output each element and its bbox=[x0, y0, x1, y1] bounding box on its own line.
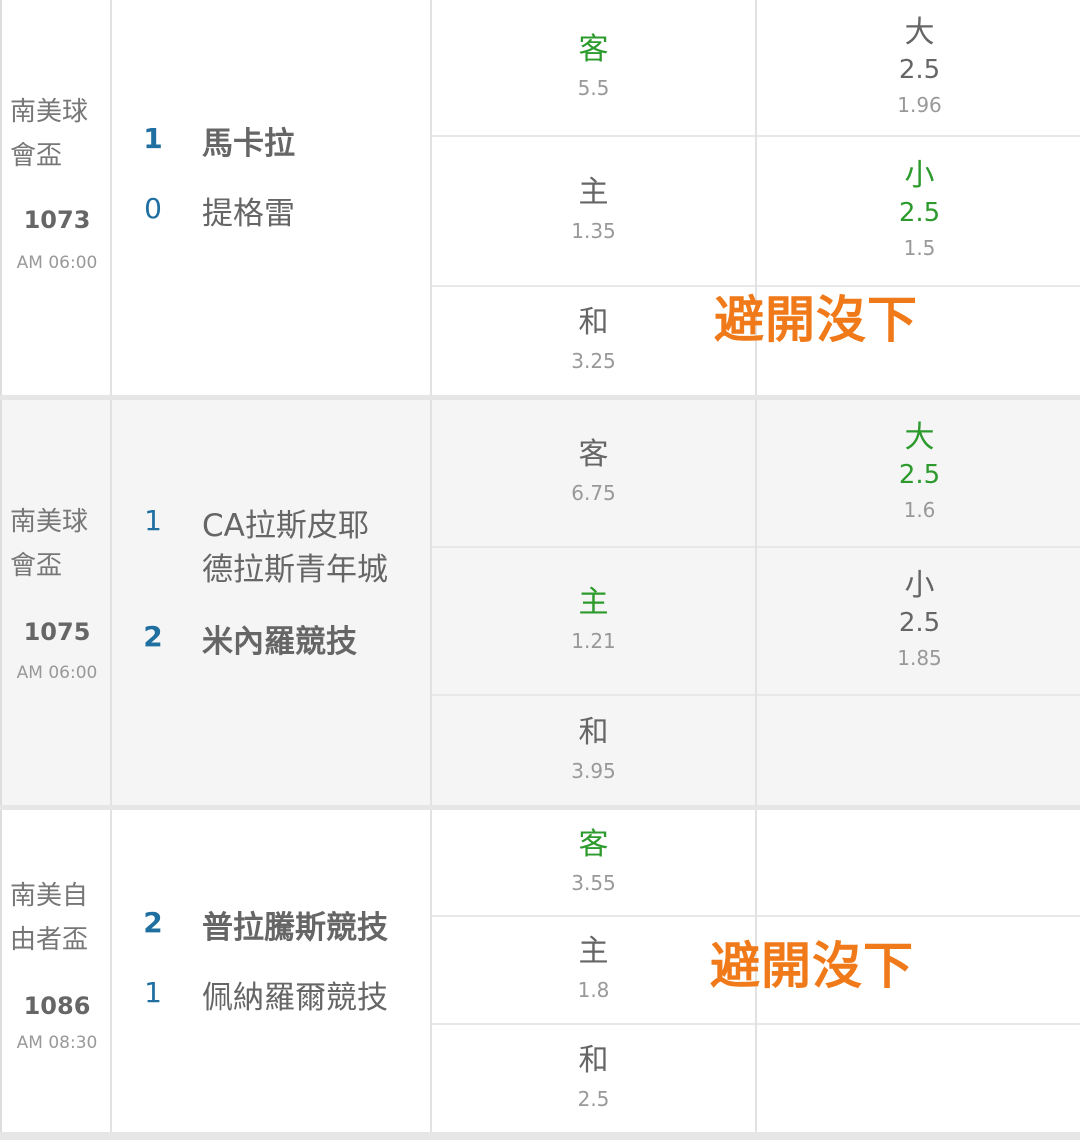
match-number: 1086 bbox=[23, 992, 91, 1020]
league-name: 南美球 bbox=[10, 97, 89, 127]
team-name: 米內羅競技 bbox=[202, 624, 357, 660]
team-name: 普拉騰斯競技 bbox=[202, 910, 388, 946]
odds-option[interactable]: 客 6.75 bbox=[432, 400, 755, 548]
match-time: AM 06:00 bbox=[16, 663, 98, 683]
odds-label: 客 bbox=[578, 826, 609, 862]
teams-cell: 2 普拉騰斯競技 1 佩納羅爾競技 bbox=[112, 810, 432, 1132]
odds-1x2-cell: 客 6.75 主 1.21 和 3.95 bbox=[432, 400, 757, 805]
odds-option bbox=[757, 917, 1080, 1025]
league-cell: 南美自由者盃 1086 AM 08:30 bbox=[2, 810, 112, 1132]
odds-label: 和 bbox=[578, 714, 609, 750]
match-row[interactable]: 南美球會盃 1075 AM 06:00 1 CA拉斯皮耶 德拉斯青年城 2 米內羅競技 客 6.7… bbox=[0, 400, 1080, 805]
odds-option[interactable]: 主 1.8 bbox=[432, 917, 755, 1025]
odds-label: 和 bbox=[578, 305, 609, 340]
odds-ou-cell: 大 2.5 1.6 小 2.5 1.85 bbox=[757, 400, 1080, 805]
team-row: 德拉斯青年城 bbox=[112, 544, 432, 588]
team-score: 2 bbox=[143, 906, 163, 939]
team-name: 德拉斯青年城 bbox=[202, 552, 388, 588]
match-number: 1075 bbox=[23, 618, 91, 646]
odds-value: 2.5 bbox=[577, 1086, 610, 1111]
team-row: 1 佩納羅爾競技 bbox=[112, 972, 432, 1016]
odds-line: 2.5 bbox=[898, 460, 941, 490]
odds-option[interactable]: 客 5.5 bbox=[432, 0, 755, 137]
odds-option bbox=[757, 1025, 1080, 1132]
odds-option[interactable]: 小 2.5 1.5 bbox=[757, 137, 1080, 287]
league-name: 南美自 bbox=[10, 881, 89, 911]
odds-1x2-cell: 客 3.55 主 1.8 和 2.5 bbox=[432, 810, 757, 1132]
odds-option bbox=[757, 696, 1080, 805]
match-number: 1073 bbox=[23, 206, 91, 234]
league-name: 南美球 bbox=[10, 507, 89, 537]
odds-value: 1.85 bbox=[897, 646, 942, 670]
odds-value: 1.5 bbox=[903, 236, 936, 260]
odds-label: 主 bbox=[578, 934, 609, 969]
team-score: 1 bbox=[144, 976, 162, 1009]
odds-label: 和 bbox=[578, 1042, 609, 1078]
league-name: 會盃 bbox=[10, 141, 63, 171]
match-row[interactable]: 南美球會盃 1073 AM 06:00 1 馬卡拉 0 提格雷 客 5.5 主 1.35 和 3.25 大… bbox=[0, 0, 1080, 395]
team-name: 佩納羅爾競技 bbox=[202, 980, 388, 1016]
league-cell: 南美球會盃 1075 AM 06:00 bbox=[2, 400, 112, 805]
league-name: 會盃 bbox=[10, 551, 63, 581]
odds-label: 小 bbox=[904, 158, 935, 193]
teams-cell: 1 CA拉斯皮耶 德拉斯青年城 2 米內羅競技 bbox=[112, 400, 432, 805]
odds-line: 2.5 bbox=[898, 608, 941, 638]
odds-value: 6.75 bbox=[571, 481, 616, 505]
team-score: 2 bbox=[143, 620, 163, 653]
team-row: 2 米內羅競技 bbox=[112, 616, 432, 660]
team-name: CA拉斯皮耶 bbox=[202, 508, 369, 544]
odds-ou-cell bbox=[757, 810, 1080, 1132]
odds-label: 客 bbox=[578, 31, 609, 67]
odds-label: 大 bbox=[904, 14, 935, 50]
odds-value: 3.25 bbox=[571, 349, 616, 373]
odds-label: 主 bbox=[578, 585, 609, 620]
match-time: AM 08:30 bbox=[16, 1033, 98, 1053]
odds-option[interactable]: 和 3.25 bbox=[432, 287, 755, 395]
team-name: 提格雷 bbox=[202, 196, 295, 232]
team-score: 1 bbox=[144, 504, 162, 537]
annotation-note: 避開沒下 bbox=[710, 937, 914, 995]
odds-option[interactable]: 小 2.5 1.85 bbox=[757, 548, 1080, 696]
odds-1x2-cell: 客 5.5 主 1.35 和 3.25 bbox=[432, 0, 757, 395]
league-name: 由者盃 bbox=[10, 925, 89, 955]
odds-ou-cell: 大 2.5 1.96 小 2.5 1.5 bbox=[757, 0, 1080, 395]
team-score: 1 bbox=[143, 122, 163, 155]
teams-cell: 1 馬卡拉 0 提格雷 bbox=[112, 0, 432, 395]
odds-option[interactable]: 主 1.21 bbox=[432, 548, 755, 696]
league-cell: 南美球會盃 1073 AM 06:00 bbox=[2, 0, 112, 395]
odds-value: 5.5 bbox=[577, 75, 610, 100]
odds-value: 1.35 bbox=[571, 219, 616, 243]
odds-option[interactable]: 和 3.95 bbox=[432, 696, 755, 805]
odds-option[interactable]: 大 2.5 1.6 bbox=[757, 400, 1080, 548]
odds-option bbox=[757, 810, 1080, 917]
odds-line: 2.5 bbox=[898, 198, 941, 228]
team-row: 2 普拉騰斯競技 bbox=[112, 902, 432, 946]
odds-label: 小 bbox=[904, 568, 935, 603]
match-time: AM 06:00 bbox=[16, 253, 98, 273]
odds-value: 1.8 bbox=[577, 978, 610, 1002]
odds-option[interactable]: 大 2.5 1.96 bbox=[757, 0, 1080, 137]
odds-value: 1.96 bbox=[897, 92, 942, 117]
odds-value: 1.21 bbox=[571, 629, 616, 653]
odds-value: 3.95 bbox=[571, 758, 616, 783]
odds-label: 主 bbox=[578, 175, 609, 210]
match-row[interactable]: 南美自由者盃 1086 AM 08:30 2 普拉騰斯競技 1 佩納羅爾競技 客 3.55 主 1.… bbox=[0, 810, 1080, 1132]
team-row: 0 提格雷 bbox=[112, 188, 432, 232]
odds-label: 大 bbox=[904, 420, 935, 455]
team-row: 1 馬卡拉 bbox=[112, 118, 432, 162]
team-score: 0 bbox=[144, 192, 162, 225]
team-name: 馬卡拉 bbox=[202, 126, 295, 162]
odds-line: 2.5 bbox=[898, 54, 941, 85]
annotation-note: 避開沒下 bbox=[714, 291, 918, 349]
team-row: 1 CA拉斯皮耶 bbox=[112, 500, 432, 544]
odds-value: 1.6 bbox=[903, 498, 936, 522]
odds-option[interactable]: 和 2.5 bbox=[432, 1025, 755, 1132]
odds-option[interactable]: 主 1.35 bbox=[432, 137, 755, 287]
odds-label: 客 bbox=[578, 437, 609, 472]
odds-value: 3.55 bbox=[571, 870, 616, 895]
odds-option[interactable]: 客 3.55 bbox=[432, 810, 755, 917]
